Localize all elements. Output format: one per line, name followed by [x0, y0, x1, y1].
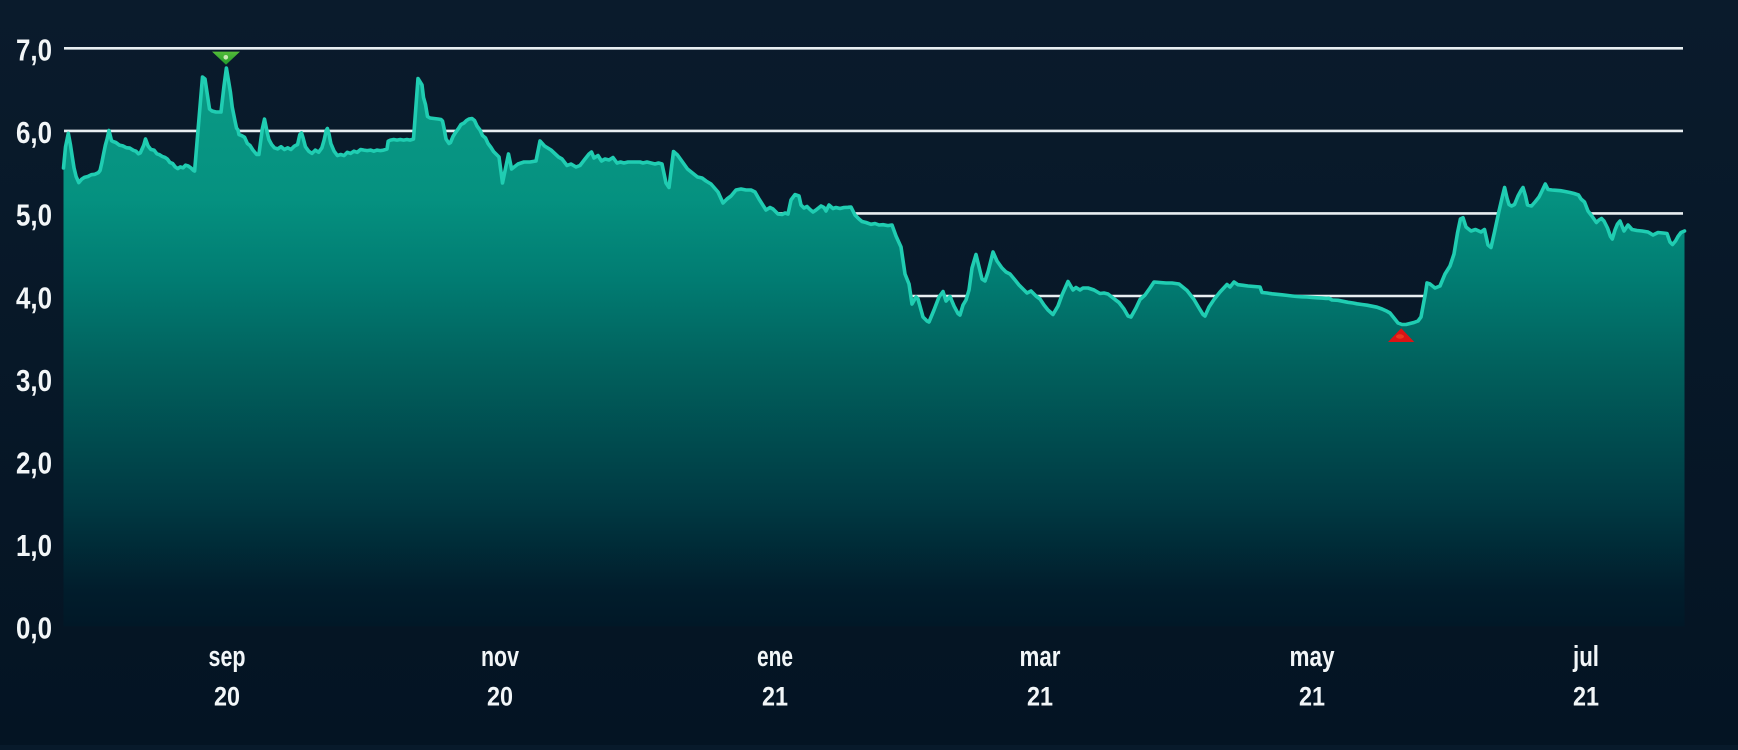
svg-text:0,0: 0,0 [16, 611, 52, 646]
svg-text:1,0: 1,0 [16, 528, 52, 563]
svg-text:21: 21 [1573, 682, 1599, 712]
svg-text:sep: sep [209, 641, 246, 673]
svg-text:3,0: 3,0 [16, 363, 52, 398]
svg-text:jul: jul [1572, 641, 1599, 673]
svg-text:may: may [1290, 641, 1335, 673]
svg-text:mar: mar [1020, 641, 1061, 673]
svg-text:20: 20 [214, 682, 240, 712]
svg-text:ene: ene [757, 641, 793, 673]
svg-text:20: 20 [487, 682, 513, 712]
svg-text:nov: nov [481, 641, 519, 673]
svg-text:21: 21 [1027, 682, 1053, 712]
svg-text:6,0: 6,0 [16, 115, 52, 150]
svg-text:5,0: 5,0 [16, 198, 52, 233]
svg-text:4,0: 4,0 [16, 280, 52, 315]
svg-text:7,0: 7,0 [16, 33, 52, 68]
svg-text:21: 21 [1299, 682, 1325, 712]
svg-text:21: 21 [762, 682, 788, 712]
svg-text:2,0: 2,0 [16, 445, 52, 480]
